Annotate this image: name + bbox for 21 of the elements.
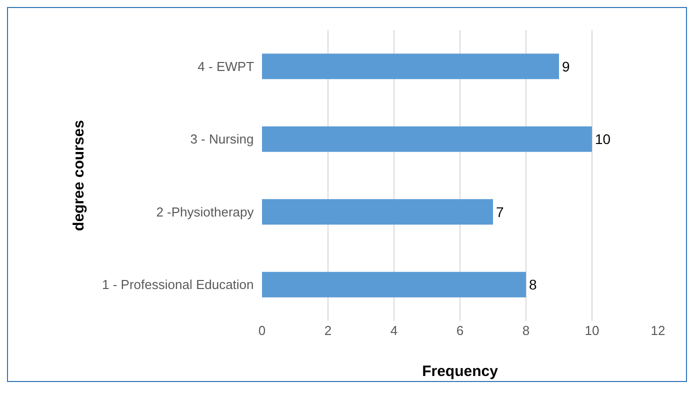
y-axis-title: degree courses [70,120,88,231]
x-tick-label: 10 [584,323,600,338]
bar [262,126,592,152]
data-label: 10 [595,131,611,148]
x-tick-label: 6 [456,323,464,338]
y-tick-label: 1 - Professional Education [102,277,261,292]
data-label: 7 [496,204,504,220]
y-tick-label: 2 -Physiotherapy [156,204,261,220]
bar [262,272,526,298]
x-axis-title: Frequency [422,363,499,380]
bar [262,54,559,80]
x-tick-label: 8 [522,323,530,338]
x-tick-label: 4 [390,323,398,338]
y-tick-label: 3 - Nursing [190,132,261,147]
x-tick-label: 2 [324,323,332,338]
data-label: 9 [562,58,570,74]
x-tick-label: 0 [258,323,266,338]
bar [262,199,493,225]
x-tick-label: 12 [650,323,666,338]
data-label: 8 [529,276,537,293]
y-tick-label: 4 - EWPT [198,58,261,74]
